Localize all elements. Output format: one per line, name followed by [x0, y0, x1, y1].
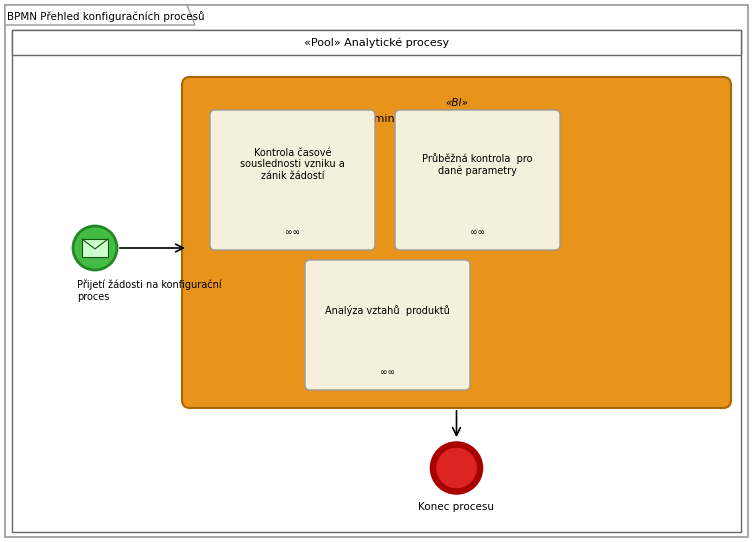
Circle shape [435, 447, 477, 489]
Circle shape [73, 226, 117, 270]
Text: Konec procesu: Konec procesu [419, 502, 495, 512]
Text: BPMN Přehled konfiguračních procesů: BPMN Přehled konfiguračních procesů [7, 11, 205, 22]
Bar [12, 30, 741, 55]
Text: «BI»: «BI» [445, 98, 468, 108]
Text: Přijetí žádosti na konfigurační
proces: Přijetí žádosti na konfigurační proces [77, 280, 221, 302]
FancyBboxPatch shape [305, 260, 470, 390]
Text: Kontrola časové
souslednosti vzniku a
zánik žádostí: Kontrola časové souslednosti vzniku a zá… [240, 148, 345, 181]
FancyBboxPatch shape [395, 110, 560, 250]
Text: ∞∞: ∞∞ [470, 228, 485, 236]
FancyBboxPatch shape [210, 110, 375, 250]
Text: ∞∞: ∞∞ [285, 228, 300, 236]
Text: ∞∞: ∞∞ [380, 367, 395, 377]
Polygon shape [5, 5, 195, 25]
Bar [82, 239, 108, 257]
Text: Administrace analytických procesů: Administrace analytických procesů [359, 113, 553, 125]
FancyBboxPatch shape [182, 77, 731, 408]
Text: Průběžná kontrola  pro
dané parametry: Průběžná kontrola pro dané parametry [422, 153, 533, 176]
Text: «Pool» Analytické procesy: «Pool» Analytické procesy [304, 37, 449, 48]
Text: Analýza vztahů  produktů: Analýza vztahů produktů [325, 305, 450, 316]
Circle shape [432, 444, 480, 492]
